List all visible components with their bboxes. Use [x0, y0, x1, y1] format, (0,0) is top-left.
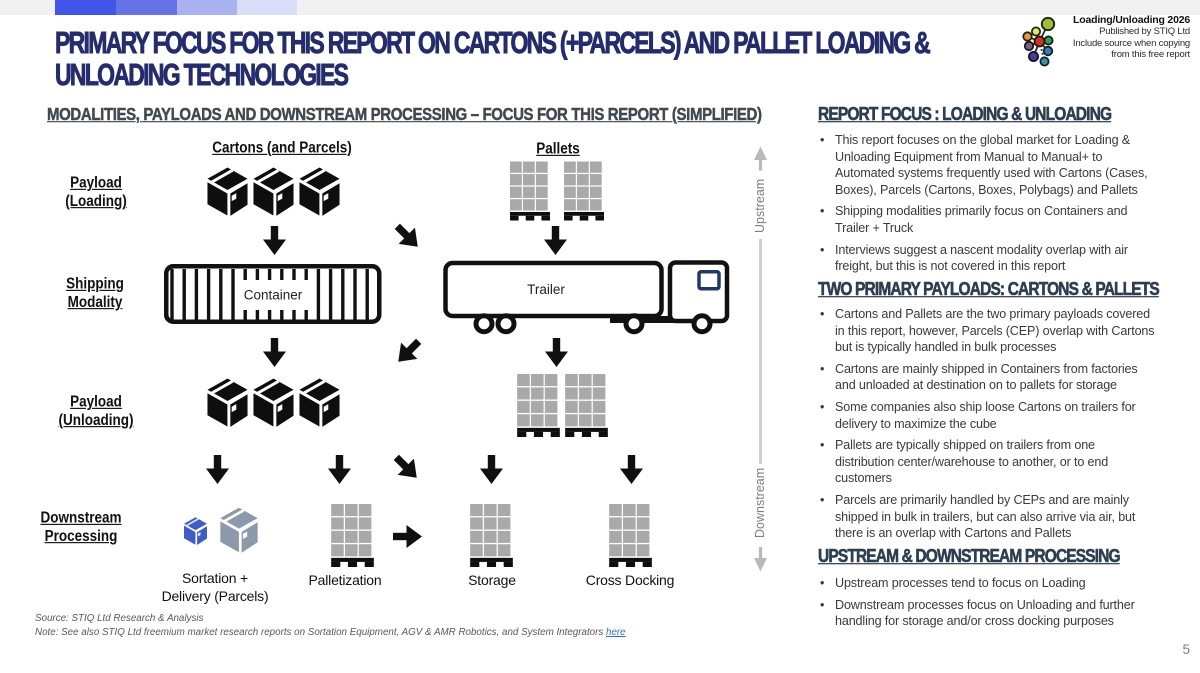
svg-text:Container: Container [244, 288, 303, 303]
svg-text:Trailer: Trailer [527, 282, 565, 297]
svg-text:Upstream: Upstream [753, 179, 767, 233]
svg-text:Downstream: Downstream [753, 468, 767, 538]
